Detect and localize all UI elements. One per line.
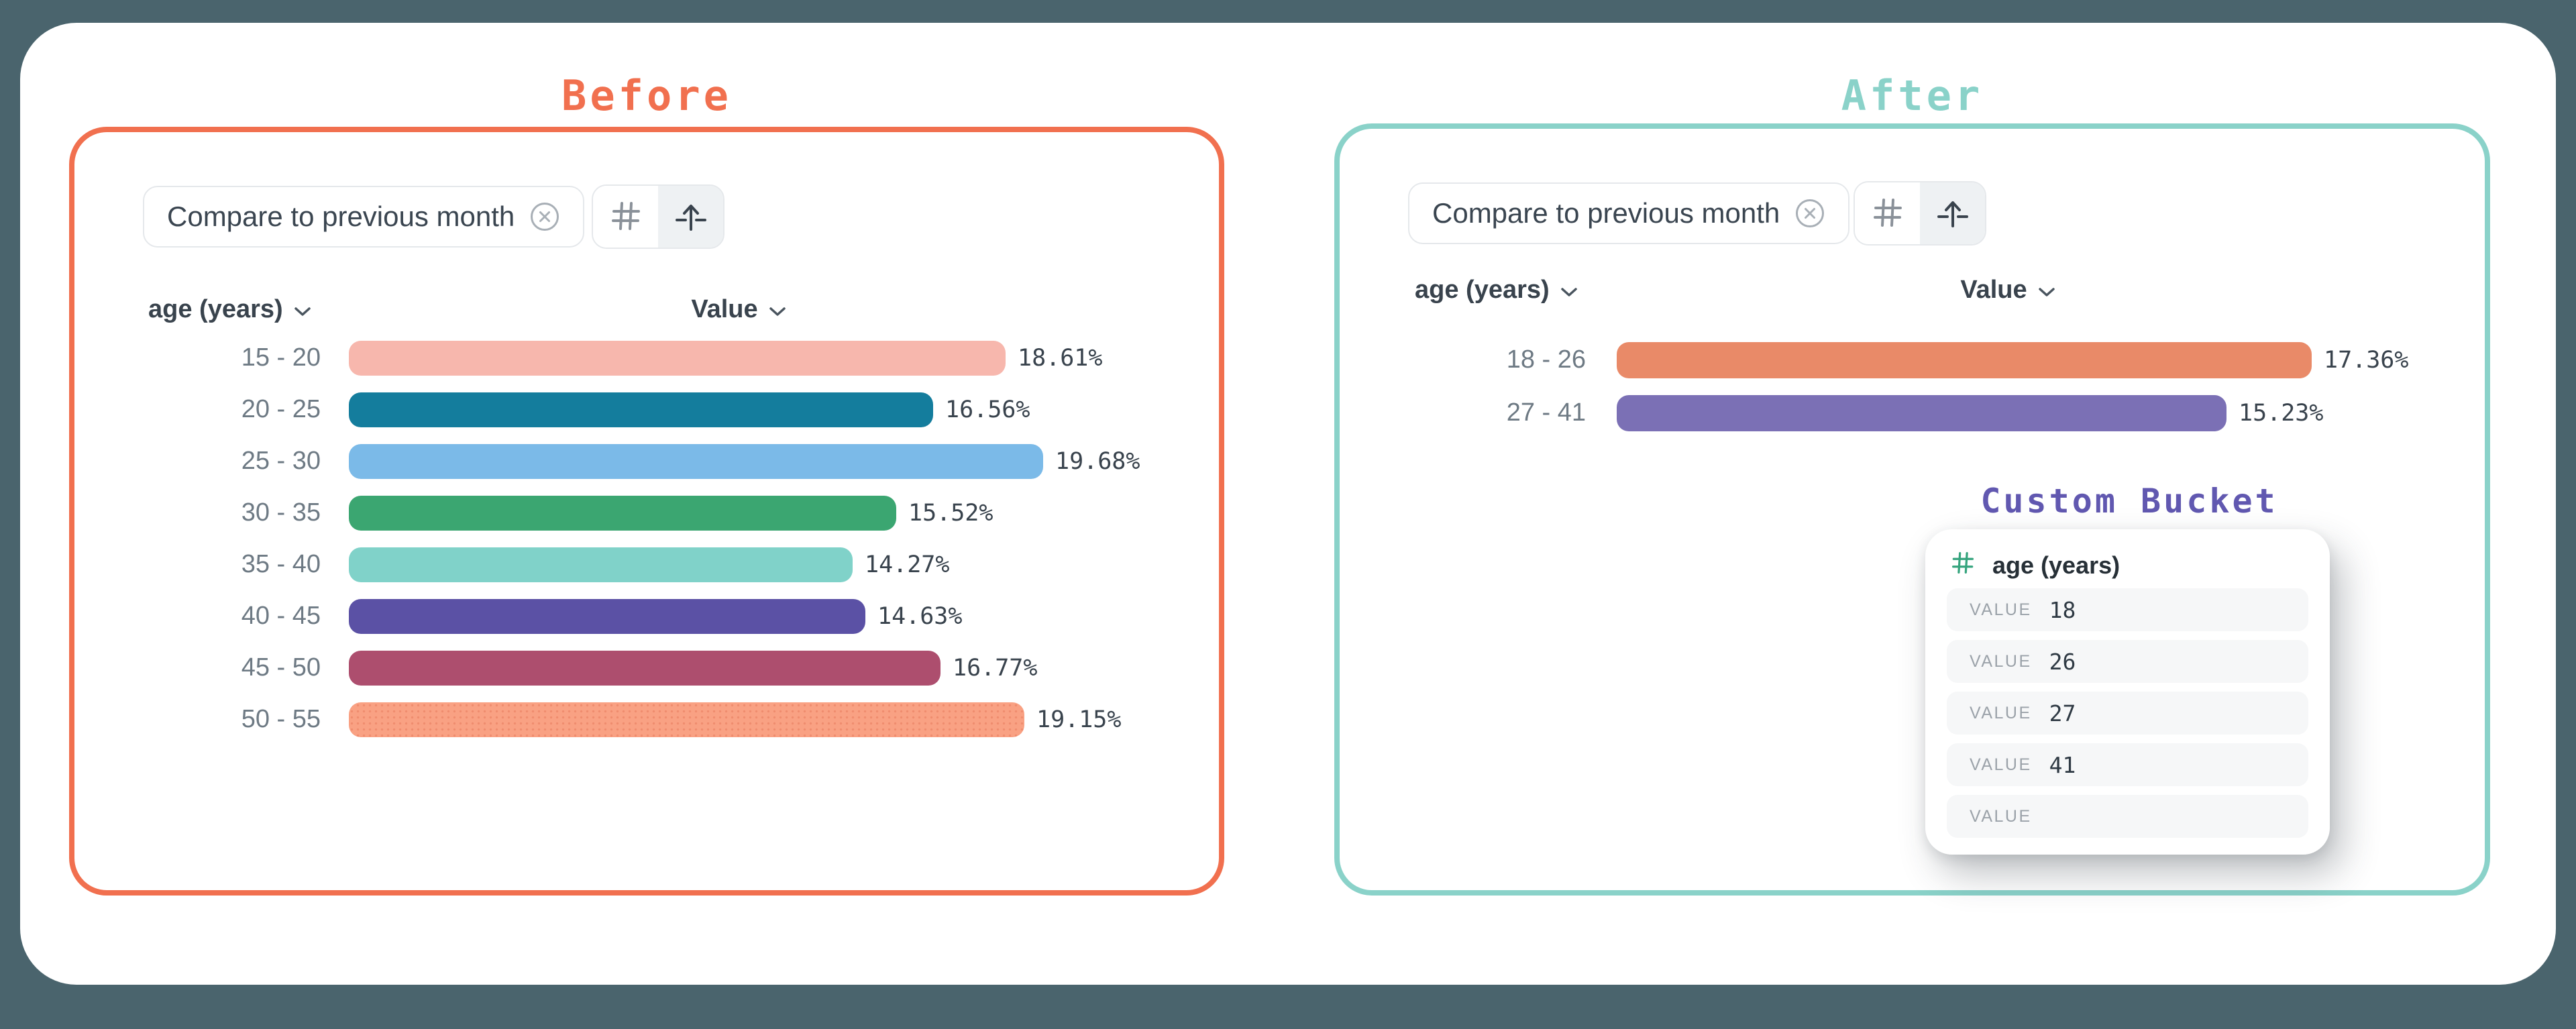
custom-bucket-popup: age (years) VALUE 18 VALUE 26 VALUE 27 VALUE 41… bbox=[1925, 529, 2330, 855]
chevron-down-icon bbox=[2038, 276, 2055, 305]
arrow-up-icon bbox=[674, 199, 708, 235]
bucket-value-field-label: VALUE bbox=[1970, 600, 2032, 619]
bucket-field-label: age (years) bbox=[1992, 551, 2121, 579]
value-label: 15.52% bbox=[908, 499, 994, 527]
category-label: 40 - 45 bbox=[241, 602, 321, 630]
bucket-value-field-label: VALUE bbox=[1970, 651, 2032, 671]
value-label: 16.56% bbox=[945, 396, 1030, 423]
bar bbox=[1617, 341, 2312, 378]
table-row: 18 - 26 17.36% bbox=[1340, 333, 2485, 386]
value-label: 17.36% bbox=[2324, 346, 2409, 374]
compare-filter-chip-label: Compare to previous month bbox=[1432, 197, 1780, 229]
bucket-value-text: 27 bbox=[2049, 700, 2076, 726]
hash-icon bbox=[609, 199, 643, 235]
bar bbox=[349, 443, 1043, 479]
chevron-down-icon bbox=[1560, 276, 1578, 305]
sort-direction-button[interactable] bbox=[1920, 182, 1985, 244]
format-sort-toggle bbox=[1854, 181, 1986, 246]
bar bbox=[349, 392, 933, 427]
bucket-value-text: 18 bbox=[2049, 596, 2076, 623]
category-label: 18 - 26 bbox=[1506, 345, 1586, 374]
value-label: 14.27% bbox=[865, 551, 950, 578]
compare-filter-chip[interactable]: Compare to previous month bbox=[1408, 182, 1850, 244]
bar bbox=[349, 547, 853, 582]
value-label: 14.63% bbox=[877, 602, 963, 630]
number-format-button[interactable] bbox=[1855, 182, 1920, 244]
table-row: 50 - 55 19.15% bbox=[74, 694, 1219, 745]
table-row: 30 - 35 15.52% bbox=[74, 487, 1219, 539]
value-label: 19.15% bbox=[1036, 706, 1122, 733]
chevron-down-icon bbox=[294, 295, 311, 324]
table-row: 27 - 41 15.23% bbox=[1340, 386, 2485, 439]
bucket-value-input[interactable]: VALUE bbox=[1947, 795, 2308, 838]
table-row: 45 - 50 16.77% bbox=[74, 642, 1219, 694]
bar bbox=[349, 650, 941, 686]
bar bbox=[349, 495, 896, 531]
bar bbox=[1617, 394, 2226, 431]
chip-close-icon[interactable] bbox=[1794, 198, 1825, 229]
before-title: Before bbox=[561, 71, 732, 120]
bucket-value-field-label: VALUE bbox=[1970, 703, 2032, 722]
category-label: 45 - 50 bbox=[241, 653, 321, 682]
table-row: 25 - 30 19.68% bbox=[74, 435, 1219, 487]
hash-icon bbox=[1871, 196, 1904, 231]
chevron-down-icon bbox=[769, 295, 786, 324]
category-label: 15 - 20 bbox=[241, 343, 321, 372]
bar bbox=[349, 340, 1006, 376]
bucket-value-field-label: VALUE bbox=[1970, 806, 2032, 826]
compare-filter-chip-label: Compare to previous month bbox=[167, 201, 515, 232]
category-label: 30 - 35 bbox=[241, 498, 321, 527]
category-header-label: age (years) bbox=[1415, 275, 1550, 304]
bar bbox=[349, 702, 1024, 737]
value-label: 16.77% bbox=[953, 654, 1038, 682]
category-column-header[interactable]: age (years) bbox=[1415, 274, 1578, 306]
value-label: 18.61% bbox=[1018, 344, 1103, 372]
category-label: 50 - 55 bbox=[241, 705, 321, 733]
value-column-header[interactable]: Value bbox=[571, 293, 906, 325]
main-card: Before After Compare to previous month a… bbox=[20, 23, 2556, 985]
category-label: 25 - 30 bbox=[241, 447, 321, 475]
category-label: 20 - 25 bbox=[241, 395, 321, 423]
after-bar-rows: 18 - 26 17.36% 27 - 41 15.23% bbox=[1340, 333, 2485, 439]
hash-icon bbox=[1951, 551, 1975, 581]
before-panel: Compare to previous month age (years) bbox=[69, 127, 1224, 896]
table-row: 20 - 25 16.56% bbox=[74, 384, 1219, 435]
format-sort-toggle bbox=[592, 184, 724, 249]
value-label: 19.68% bbox=[1055, 447, 1140, 475]
bucket-value-input[interactable]: VALUE 26 bbox=[1947, 640, 2308, 683]
after-title: After bbox=[1841, 71, 1984, 120]
category-column-header[interactable]: age (years) bbox=[148, 293, 311, 325]
custom-bucket-title: Custom Bucket bbox=[1980, 482, 2278, 521]
value-column-header[interactable]: Value bbox=[1840, 274, 2176, 306]
value-label: 15.23% bbox=[2239, 399, 2324, 427]
bucket-value-input[interactable]: VALUE 41 bbox=[1947, 743, 2308, 786]
before-bar-rows: 15 - 20 18.61% 20 - 25 16.56% 25 - 30 19.68% 3… bbox=[74, 332, 1219, 745]
table-row: 35 - 40 14.27% bbox=[74, 539, 1219, 590]
bucket-value-text: 41 bbox=[2049, 751, 2076, 778]
arrow-up-icon bbox=[1936, 196, 1970, 231]
bucket-value-input[interactable]: VALUE 18 bbox=[1947, 588, 2308, 631]
bucket-value-field-label: VALUE bbox=[1970, 755, 2032, 774]
compare-filter-chip[interactable]: Compare to previous month bbox=[143, 186, 585, 248]
table-row: 40 - 45 14.63% bbox=[74, 590, 1219, 642]
value-header-label: Value bbox=[691, 294, 758, 323]
chip-close-icon[interactable] bbox=[529, 201, 560, 232]
number-format-button[interactable] bbox=[593, 186, 658, 248]
value-header-label: Value bbox=[1960, 275, 2027, 304]
bar bbox=[349, 598, 865, 634]
category-label: 35 - 40 bbox=[241, 550, 321, 578]
bucket-field-header: age (years) bbox=[1951, 549, 2120, 582]
bucket-value-text: 26 bbox=[2049, 648, 2076, 675]
table-row: 15 - 20 18.61% bbox=[74, 332, 1219, 384]
category-header-label: age (years) bbox=[148, 294, 283, 323]
category-label: 27 - 41 bbox=[1506, 398, 1586, 427]
sort-direction-button[interactable] bbox=[658, 186, 723, 248]
bucket-value-input[interactable]: VALUE 27 bbox=[1947, 692, 2308, 735]
